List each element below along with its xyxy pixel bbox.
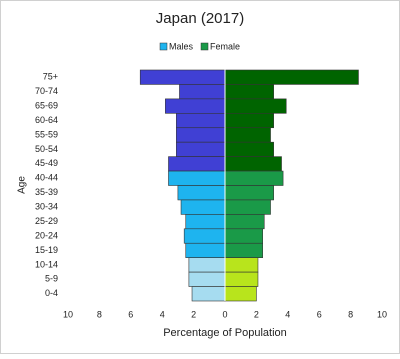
bar (224, 113, 274, 129)
y-tick-label: 60-64 (35, 115, 58, 125)
bar (188, 257, 226, 273)
y-tick-label: 30-34 (35, 202, 58, 212)
bar (224, 214, 265, 230)
bar (224, 156, 282, 172)
y-tick-label: 70-74 (35, 86, 58, 96)
x-axis-title: Percentage of Population (163, 327, 287, 339)
y-tick-label: 25-29 (35, 216, 58, 226)
y-tick-label: 75+ (43, 72, 58, 82)
y-axis-title: Age (17, 176, 28, 194)
x-tick-label: 2 (254, 309, 259, 319)
bar (176, 141, 226, 157)
bar (224, 127, 271, 143)
legend-label: Males (169, 41, 194, 51)
bar (224, 199, 271, 215)
x-tick-label: 0 (222, 309, 227, 319)
y-tick-label: 50-54 (35, 144, 58, 154)
x-tick-label: 2 (191, 309, 196, 319)
bar (179, 84, 226, 100)
bar (165, 98, 226, 114)
bar (177, 185, 226, 201)
y-tick-label: 45-49 (35, 158, 58, 168)
x-tick-label: 6 (317, 309, 322, 319)
bar (191, 286, 226, 302)
bar (224, 141, 274, 157)
y-tick-label: 10-14 (35, 259, 58, 269)
bar (224, 185, 274, 201)
bar (180, 199, 226, 215)
bar (176, 113, 226, 129)
bar (224, 84, 274, 100)
bar (185, 214, 226, 230)
y-tick-label: 55-59 (35, 129, 58, 139)
legend-swatch (200, 42, 209, 51)
bar (224, 98, 287, 114)
bar (176, 127, 226, 143)
x-tick-label: 10 (63, 309, 73, 319)
chart-title: Japan (2017) (156, 10, 244, 27)
bar (224, 170, 284, 186)
legend-swatch (159, 42, 168, 51)
bar (188, 271, 226, 287)
bar (224, 242, 263, 258)
bar (168, 170, 226, 186)
bar (185, 242, 226, 258)
bar (224, 257, 259, 273)
y-tick-label: 20-24 (35, 230, 58, 240)
x-tick-label: 4 (160, 309, 165, 319)
y-tick-label: 0-4 (45, 288, 58, 298)
x-tick-label: 8 (348, 309, 353, 319)
x-tick-label: 10 (377, 309, 387, 319)
x-tick-label: 8 (97, 309, 102, 319)
bar (224, 271, 259, 287)
x-tick-label: 6 (128, 309, 133, 319)
y-tick-label: 15-19 (35, 245, 58, 255)
bar (139, 69, 226, 85)
x-tick-label: 4 (285, 309, 290, 319)
y-tick-label: 35-39 (35, 187, 58, 197)
bar (224, 69, 359, 85)
legend-label: Female (210, 41, 240, 51)
bar (224, 228, 263, 244)
y-tick-label: 65-69 (35, 100, 58, 110)
y-tick-label: 40-44 (35, 173, 58, 183)
bar (183, 228, 226, 244)
bar (224, 286, 257, 302)
y-tick-label: 5-9 (45, 274, 58, 284)
bar (168, 156, 226, 172)
